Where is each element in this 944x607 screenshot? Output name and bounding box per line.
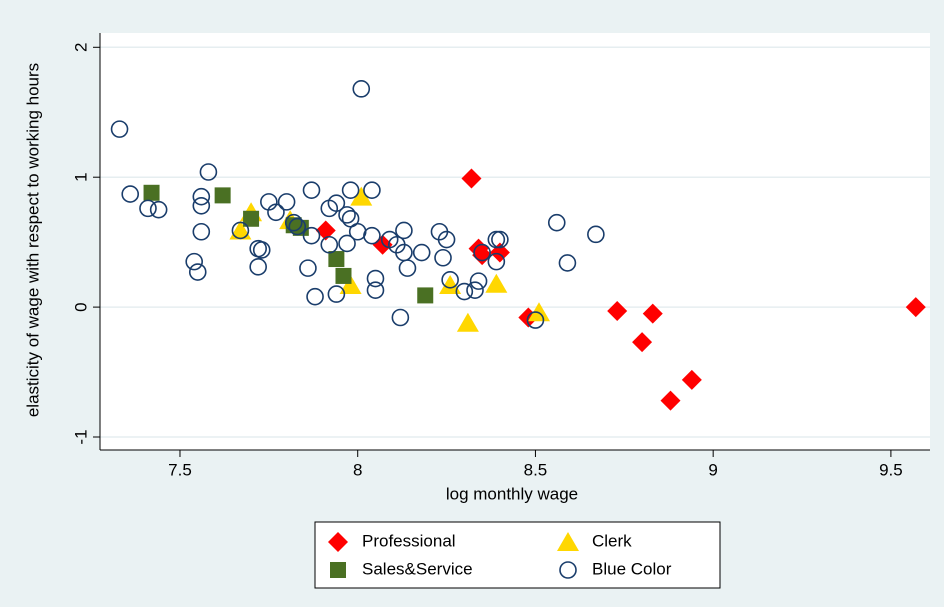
- point: [214, 187, 231, 204]
- legend-marker: [557, 532, 579, 551]
- point: [302, 226, 321, 245]
- point: [110, 120, 129, 138]
- point: [327, 194, 346, 212]
- point: [188, 263, 207, 281]
- point: [315, 220, 336, 241]
- point: [487, 252, 506, 271]
- point: [391, 308, 410, 327]
- x-axis-title: log monthly wage: [446, 484, 578, 503]
- y-tick-label: 2: [71, 43, 90, 52]
- y-tick-label: 1: [71, 172, 90, 181]
- point: [143, 184, 160, 201]
- y-axis-title: elasticity of wage with respect to worki…: [23, 63, 42, 417]
- x-tick-label: 7.5: [168, 460, 192, 479]
- point: [306, 287, 324, 306]
- point: [277, 193, 296, 211]
- point: [352, 80, 371, 98]
- point: [660, 390, 681, 411]
- point: [149, 200, 168, 219]
- point: [229, 220, 252, 240]
- point: [681, 369, 702, 390]
- legend-marker: [330, 562, 346, 578]
- point: [231, 221, 250, 240]
- point: [335, 267, 352, 284]
- point: [350, 186, 373, 206]
- point: [139, 199, 157, 218]
- point: [398, 259, 417, 277]
- point: [199, 163, 218, 181]
- point: [456, 312, 479, 332]
- point: [267, 203, 285, 222]
- point: [252, 241, 271, 259]
- point: [339, 275, 362, 295]
- point: [455, 282, 474, 301]
- point: [284, 213, 303, 232]
- y-tick-label: -1: [71, 429, 90, 444]
- point: [587, 225, 605, 244]
- point: [441, 271, 459, 289]
- point: [328, 251, 345, 268]
- x-tick-label: 9: [708, 460, 717, 479]
- legend-label: Sales&Service: [362, 559, 473, 578]
- point: [412, 243, 431, 262]
- legend-marker: [559, 561, 577, 579]
- point: [472, 245, 493, 266]
- legend-label: Blue Color: [592, 559, 672, 578]
- x-tick-label: 9.5: [879, 460, 903, 479]
- point: [363, 226, 381, 245]
- point: [905, 297, 926, 318]
- point: [121, 185, 140, 203]
- point: [527, 302, 550, 322]
- point: [417, 287, 434, 304]
- point: [461, 168, 482, 189]
- point: [485, 273, 508, 293]
- point: [320, 235, 339, 254]
- point: [192, 196, 211, 215]
- point: [363, 181, 381, 199]
- point: [491, 230, 509, 249]
- point: [434, 248, 452, 267]
- y-tick-label: 0: [71, 302, 90, 311]
- point: [558, 254, 577, 272]
- point: [327, 285, 346, 303]
- point: [302, 181, 321, 199]
- point: [185, 252, 203, 271]
- point: [466, 281, 484, 300]
- x-tick-label: 8: [353, 460, 362, 479]
- point: [547, 213, 566, 232]
- point: [526, 311, 545, 329]
- point: [469, 272, 488, 290]
- point: [395, 221, 413, 240]
- point: [338, 206, 356, 224]
- legend-marker: [328, 532, 348, 552]
- point: [642, 303, 663, 324]
- legend-box: [314, 521, 721, 589]
- point: [243, 210, 260, 227]
- point: [288, 217, 307, 236]
- point: [473, 243, 491, 262]
- point: [366, 269, 385, 288]
- point: [437, 230, 456, 249]
- point: [341, 181, 360, 199]
- point: [366, 281, 385, 300]
- point: [372, 234, 393, 255]
- point: [338, 234, 356, 253]
- point: [192, 222, 211, 241]
- point: [632, 332, 653, 353]
- point: [607, 301, 628, 321]
- point: [249, 258, 267, 276]
- legend-label: Professional: [362, 531, 456, 550]
- point: [192, 187, 211, 206]
- point: [299, 259, 317, 277]
- legend-label: Clerk: [592, 531, 632, 550]
- point: [439, 275, 462, 295]
- plot-area: [100, 33, 930, 450]
- x-tick-label: 8.5: [524, 460, 548, 479]
